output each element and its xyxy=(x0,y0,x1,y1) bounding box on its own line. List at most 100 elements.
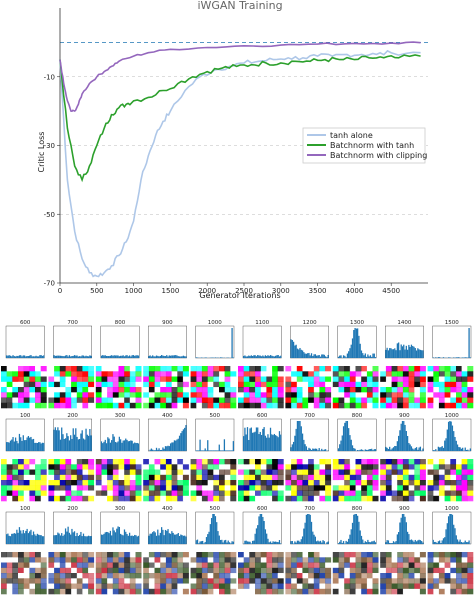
sample-pixel xyxy=(196,573,203,579)
sample-pixel xyxy=(112,392,119,398)
sample-pixel xyxy=(344,490,351,496)
histogram-bar xyxy=(278,431,281,451)
sample-pixel xyxy=(308,552,315,558)
sample-pixel xyxy=(308,578,315,584)
histogram-bar xyxy=(82,438,85,451)
histogram-bar xyxy=(230,543,232,544)
sample-pixel xyxy=(201,387,208,393)
histogram-bar xyxy=(346,421,349,451)
histogram-bar xyxy=(20,530,22,544)
histogram-bar xyxy=(354,328,356,358)
sample-pixel xyxy=(461,387,468,393)
sample-pixel xyxy=(438,578,445,584)
sample-pixel xyxy=(165,366,172,372)
sample-pixel xyxy=(40,392,47,398)
sample-pixel xyxy=(35,485,41,491)
sample-pixel xyxy=(18,397,24,403)
sample-pixel xyxy=(291,573,298,579)
sample-pixel xyxy=(325,557,332,563)
sample-pixel xyxy=(224,459,231,465)
sample-pixel xyxy=(285,552,292,558)
sample-pixel xyxy=(391,402,398,409)
sample-pixel xyxy=(419,490,426,496)
sample-pixel xyxy=(154,495,161,502)
sample-pixel xyxy=(154,381,161,388)
sample-pixel xyxy=(427,381,434,388)
sample-pixel xyxy=(54,480,61,486)
sample-pixel xyxy=(40,387,47,393)
generated-sample xyxy=(427,552,474,595)
sample-pixel xyxy=(124,583,131,589)
histogram-bar xyxy=(184,535,186,544)
histogram-bar xyxy=(153,531,155,544)
sample-pixel xyxy=(272,371,279,377)
sample-pixel xyxy=(355,376,362,382)
sample-pixel xyxy=(238,376,244,382)
sample-pixel xyxy=(380,376,387,382)
histogram-panel: 400 xyxy=(147,506,187,545)
histogram-bar xyxy=(162,355,164,358)
legend-label-bn-tanh: Batchnorm with tanh xyxy=(330,141,414,150)
sample-pixel xyxy=(6,567,13,574)
sample-pixel xyxy=(302,392,309,398)
histogram-bar xyxy=(161,449,163,451)
sample-pixel xyxy=(349,392,356,398)
sample-pixel xyxy=(325,490,332,496)
sample-pixel xyxy=(291,588,298,595)
sample-pixel xyxy=(54,567,61,574)
sample-pixel xyxy=(419,552,426,558)
sample-pixel xyxy=(230,562,237,568)
histogram-bar xyxy=(227,540,229,544)
sample-pixel xyxy=(29,464,36,470)
sample-pixel xyxy=(419,387,426,393)
sample-pixel xyxy=(414,387,421,393)
sample-pixel xyxy=(444,495,451,502)
histogram-bar xyxy=(318,448,320,451)
histogram-bar xyxy=(455,357,457,358)
sample-pixel xyxy=(118,387,125,393)
sample-pixel xyxy=(408,578,415,584)
sample-pixel xyxy=(135,402,142,409)
sample-pixel xyxy=(48,567,55,574)
sample-pixel xyxy=(438,402,445,409)
histogram-panel: 1000 xyxy=(432,413,472,452)
sample-pixel xyxy=(243,562,250,568)
histogram-bar xyxy=(342,355,345,358)
histogram-bar xyxy=(109,355,112,358)
sample-pixel xyxy=(260,397,267,403)
sample-pixel xyxy=(414,567,421,574)
sample-pixel xyxy=(101,392,108,398)
histogram-bar xyxy=(113,355,115,358)
sample-pixel xyxy=(238,567,244,574)
sample-pixel xyxy=(277,402,284,409)
histogram-panel: 1500 xyxy=(432,320,472,359)
histogram-bar xyxy=(169,533,172,544)
sample-pixel xyxy=(143,578,150,584)
histogram-bar xyxy=(30,529,32,544)
sample-pixel xyxy=(12,583,19,589)
sample-pixel xyxy=(135,469,142,475)
sample-pixel xyxy=(332,387,339,393)
sample-pixel xyxy=(344,588,351,595)
sample-pixel xyxy=(385,469,392,475)
sample-pixel xyxy=(408,366,415,372)
histogram-bar xyxy=(72,355,74,358)
sample-pixel xyxy=(76,474,83,481)
sample-pixel xyxy=(444,464,451,470)
sample-pixel xyxy=(467,562,474,568)
sample-pixel xyxy=(1,371,7,377)
sample-pixel xyxy=(129,376,136,382)
histogram-bar xyxy=(294,345,296,358)
histogram-bar xyxy=(164,356,167,358)
sample-pixel xyxy=(59,557,66,563)
sample-pixel xyxy=(213,402,220,409)
histogram-bar xyxy=(25,440,27,451)
sample-pixel xyxy=(296,381,303,388)
sample-pixel xyxy=(266,552,273,558)
histogram-bar xyxy=(116,528,118,544)
sample-pixel xyxy=(54,588,61,595)
histogram-bar xyxy=(303,528,305,544)
sample-pixel xyxy=(124,562,131,568)
histogram-bar xyxy=(9,355,12,358)
histogram-bar xyxy=(396,534,398,544)
